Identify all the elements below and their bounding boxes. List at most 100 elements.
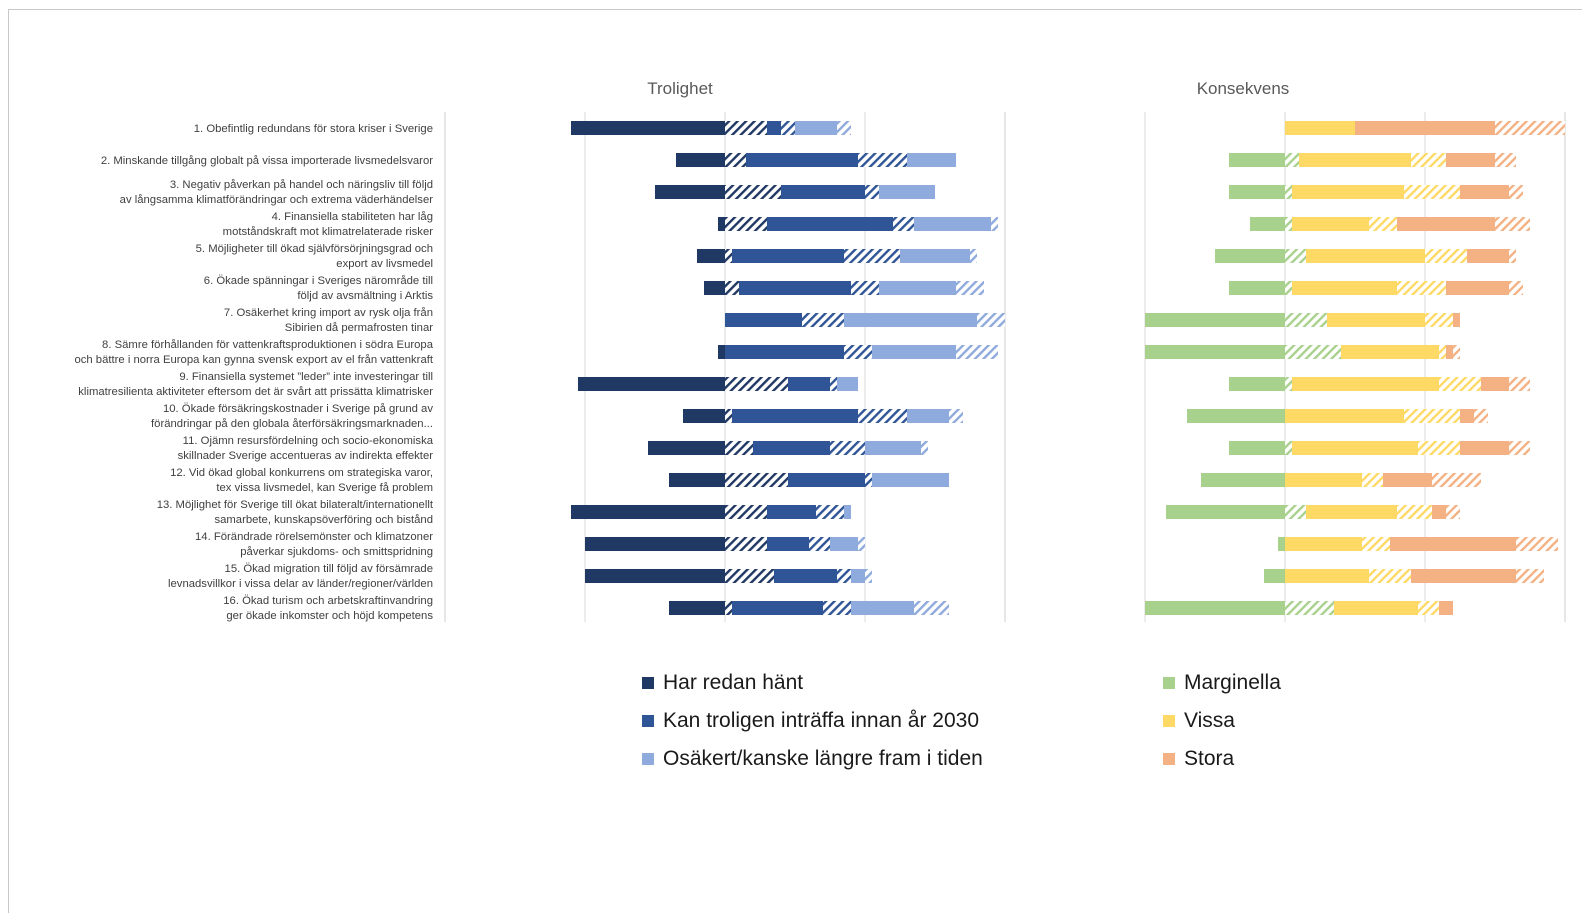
legend-label: Har redan hänt [663,671,804,694]
bar-konsekvens-s0-r3 [1229,185,1285,199]
bar-trolighet-s1-r1 [767,121,781,135]
bar-uncertain-trolighet-s2-r15 [865,569,872,583]
bar-uncertain-trolighet-s1-r14 [809,537,830,551]
bar-uncertain-konsekvens-s0-r3 [1285,185,1292,199]
bar-uncertain-konsekvens-s2-r2 [1495,153,1516,167]
bar-trolighet-s0-r11 [648,441,725,455]
legend-swatch [1163,676,1175,689]
category-label-line: 16. Ökad turism och arbetskraftinvandrin… [223,595,433,607]
bar-konsekvens-s2-r8 [1446,345,1453,359]
bar-uncertain-konsekvens-s1-r4 [1369,217,1397,231]
legend-swatch [642,676,654,689]
bar-konsekvens-s0-r5 [1215,249,1285,263]
bar-uncertain-konsekvens-s2-r4 [1495,217,1530,231]
legend-swatch [642,752,654,765]
bar-trolighet-s1-r13 [767,505,816,519]
bar-uncertain-trolighet-s0-r4 [725,217,767,231]
legend-swatch [642,714,654,727]
category-label-line: följd av avsmältning i Arktis [297,290,433,302]
bar-trolighet-s1-r3 [781,185,865,199]
category-label-1: 1. Obefintlig redundans för stora kriser… [194,123,433,135]
bar-trolighet-s0-r12 [669,473,725,487]
category-label-9: 9. Finansiella systemet ”leder” inte inv… [78,371,433,398]
bar-konsekvens-s0-r9 [1229,377,1285,391]
category-label-line: 5. Möjligheter till ökad självförsörjnin… [196,243,433,255]
bar-uncertain-trolighet-s1-r15 [837,569,851,583]
bar-konsekvens-s0-r10 [1187,409,1285,423]
bar-uncertain-konsekvens-s0-r6 [1285,281,1292,295]
bar-trolighet-s0-r3 [655,185,725,199]
bar-trolighet-s2-r3 [879,185,935,199]
bar-uncertain-trolighet-s1-r2 [858,153,907,167]
bar-uncertain-konsekvens-s1-r13 [1397,505,1432,519]
category-label-line: tex vissa livsmedel, kan Sverige få prob… [216,482,433,494]
bar-uncertain-trolighet-s0-r15 [725,569,774,583]
legend-label: Vissa [1184,709,1235,732]
legend-swatch [1163,752,1175,765]
bar-trolighet-s2-r2 [907,153,956,167]
bar-trolighet-s0-r13 [571,505,725,519]
category-label-12: 12. Vid ökad global konkurrens om strate… [170,467,433,494]
category-label-line: samarbete, kunskapsöverföring och bistån… [214,514,433,526]
bar-uncertain-konsekvens-s2-r3 [1509,185,1523,199]
bar-konsekvens-s2-r14 [1390,537,1516,551]
bar-uncertain-trolighet-s0-r12 [725,473,788,487]
bar-trolighet-s1-r8 [725,345,844,359]
bar-konsekvens-s1-r10 [1285,409,1404,423]
bar-uncertain-trolighet-s1-r6 [851,281,879,295]
category-label-3: 3. Negativ påverkan på handel och näring… [120,179,434,206]
bar-uncertain-konsekvens-s0-r13 [1285,505,1306,519]
bar-uncertain-trolighet-s0-r10 [725,409,732,423]
bar-trolighet-s2-r16 [851,601,914,615]
bar-uncertain-konsekvens-s2-r15 [1516,569,1544,583]
category-label-line: ger ökade inkomster och höjd kompetens [226,610,433,622]
bar-uncertain-trolighet-s1-r8 [844,345,872,359]
category-label-line: påverkar sjukdoms- och smittspridning [240,546,433,558]
bar-trolighet-s2-r4 [914,217,991,231]
chart-title-0: Trolighet [647,79,713,98]
bar-trolighet-s0-r6 [704,281,725,295]
bar-uncertain-konsekvens-s1-r5 [1425,249,1467,263]
bar-uncertain-trolighet-s2-r11 [921,441,928,455]
bar-uncertain-konsekvens-s0-r11 [1285,441,1292,455]
bar-uncertain-trolighet-s2-r1 [837,121,851,135]
legend-item-vissa: Vissa [1163,708,1281,733]
bar-trolighet-s2-r13 [844,505,851,519]
bar-trolighet-s2-r15 [851,569,865,583]
legend-item-har-redan-hant: Har redan hänt [642,670,983,695]
bar-konsekvens-s2-r3 [1460,185,1509,199]
category-label-10: 10. Ökade försäkringskostnader i Sverige… [151,403,433,430]
bar-konsekvens-s1-r1 [1285,121,1355,135]
bar-trolighet-s1-r14 [767,537,809,551]
bar-konsekvens-s1-r12 [1285,473,1362,487]
bar-trolighet-s2-r11 [865,441,921,455]
bar-uncertain-konsekvens-s2-r12 [1432,473,1481,487]
bar-konsekvens-s1-r3 [1292,185,1404,199]
bar-konsekvens-s2-r11 [1460,441,1509,455]
bar-uncertain-trolighet-s1-r12 [865,473,872,487]
bar-konsekvens-s0-r11 [1229,441,1285,455]
bar-trolighet-s2-r7 [844,313,977,327]
bar-uncertain-konsekvens-s2-r8 [1453,345,1460,359]
bar-trolighet-s2-r10 [907,409,949,423]
bar-konsekvens-s0-r14 [1278,537,1285,551]
bar-uncertain-trolighet-s0-r1 [725,121,767,135]
bar-konsekvens-s0-r4 [1250,217,1285,231]
category-label-line: förändringar på den globala återförsäkri… [151,418,433,430]
category-label-line: 6. Ökade spänningar i Sveriges närområde… [204,275,433,287]
bar-uncertain-trolighet-s2-r6 [956,281,984,295]
category-label-line: 12. Vid ökad global konkurrens om strate… [170,467,433,479]
bar-konsekvens-s1-r2 [1299,153,1411,167]
bar-uncertain-konsekvens-s2-r6 [1509,281,1523,295]
category-label-13: 13. Möjlighet för Sverige till ökat bila… [157,499,434,526]
bar-konsekvens-s1-r4 [1292,217,1369,231]
bar-trolighet-s2-r5 [900,249,970,263]
bar-trolighet-s0-r4 [718,217,725,231]
category-label-line: 10. Ökade försäkringskostnader i Sverige… [163,403,433,415]
bar-uncertain-konsekvens-s2-r13 [1446,505,1460,519]
category-label-line: av långsamma klimatförändringar och extr… [120,194,434,206]
bar-uncertain-konsekvens-s0-r8 [1285,345,1341,359]
bar-uncertain-trolighet-s1-r3 [865,185,879,199]
bar-konsekvens-s1-r8 [1341,345,1439,359]
